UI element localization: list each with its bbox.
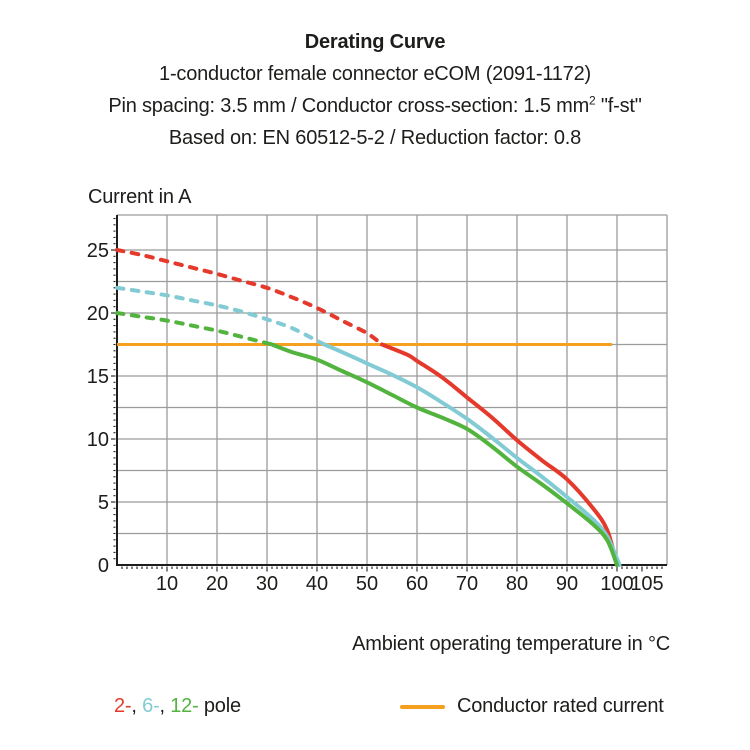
legend-separator: , xyxy=(159,695,171,717)
legend-pole-12-pole: 12- xyxy=(170,695,199,717)
svg-text:20: 20 xyxy=(87,303,109,325)
legend-pole-2-pole: 2- xyxy=(114,695,132,717)
legend-separator: , xyxy=(131,695,143,717)
rated-current-label: Conductor rated current xyxy=(457,695,664,717)
legend-poles: 2-, 6-, 12- pole xyxy=(114,695,241,718)
svg-text:10: 10 xyxy=(87,429,109,451)
legend-pole-6-pole: 6- xyxy=(142,695,160,717)
svg-text:0: 0 xyxy=(98,555,109,577)
svg-text:5: 5 xyxy=(98,492,109,514)
legend-pole-suffix: pole xyxy=(198,695,241,717)
curve-6-pole-dashed xyxy=(115,285,327,347)
axis-lines xyxy=(116,215,667,566)
svg-text:105: 105 xyxy=(630,573,663,595)
grid-lines xyxy=(117,214,668,565)
svg-text:25: 25 xyxy=(87,240,109,262)
rated-current-swatch xyxy=(400,704,445,709)
curve-2-pole-solid xyxy=(380,342,619,567)
svg-text:20: 20 xyxy=(206,573,228,595)
chart-title-block: Derating Curve 1-conductor female connec… xyxy=(0,26,750,154)
x-axis-title: Ambient operating temperature in °C xyxy=(352,633,670,655)
svg-text:15: 15 xyxy=(87,366,109,388)
svg-text:70: 70 xyxy=(456,573,478,595)
svg-text:10: 10 xyxy=(156,573,178,595)
svg-text:30: 30 xyxy=(256,573,278,595)
chart-subtitle-specs: Pin spacing: 3.5 mm / Conductor cross-se… xyxy=(108,93,642,117)
svg-text:80: 80 xyxy=(506,573,528,595)
legend-rated-current: Conductor rated current xyxy=(400,695,664,718)
svg-text:40: 40 xyxy=(306,573,328,595)
svg-text:50: 50 xyxy=(356,573,378,595)
curve-12-pole-dashed xyxy=(115,311,274,347)
chart-title: Derating Curve xyxy=(304,31,446,53)
curve-6-pole-solid xyxy=(322,342,622,567)
svg-text:60: 60 xyxy=(406,573,428,595)
chart-subtitle-standard: Based on: EN 60512-5-2 / Reduction facto… xyxy=(168,127,582,149)
curve-12-pole-solid xyxy=(270,342,619,567)
svg-text:90: 90 xyxy=(556,573,578,595)
chart-subtitle-connector: 1-conductor female connector eCOM (2091-… xyxy=(159,63,591,85)
superscript-2: 2 xyxy=(589,93,596,108)
svg-text:100: 100 xyxy=(600,573,633,595)
curve-2-pole-dashed xyxy=(115,248,384,347)
axis-ticks xyxy=(111,217,663,572)
y-axis-title: Current in A xyxy=(88,186,192,208)
